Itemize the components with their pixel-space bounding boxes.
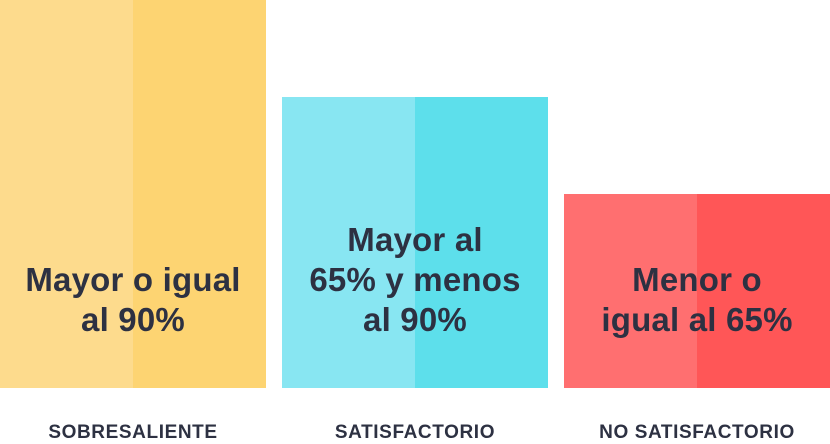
bar-data-label: Mayor o igual al 90% xyxy=(0,260,266,340)
bar-data-label-line: igual al 65% xyxy=(601,301,793,338)
category-label: NO SATISFACTORIO xyxy=(599,422,795,443)
bar-sobresaliente: Mayor o igual al 90% xyxy=(0,0,266,388)
bar-satisfactorio: Mayor al 65% y menos al 90% xyxy=(282,97,548,388)
bar-data-label-line: 65% y menos xyxy=(309,261,521,298)
bar-left-half xyxy=(0,0,133,388)
bar-data-label: Mayor al 65% y menos al 90% xyxy=(282,220,548,340)
bar-no-satisfactorio: Menor o igual al 65% xyxy=(564,194,830,388)
bar-data-label-line: Mayor o igual xyxy=(25,261,241,298)
bar-data-label-line: al 90% xyxy=(81,301,185,338)
category-label: SOBRESALIENTE xyxy=(48,422,218,443)
category-label: SATISFACTORIO xyxy=(334,422,496,443)
bar-right-half xyxy=(133,0,266,388)
bar-data-label-line: Menor o xyxy=(632,261,762,298)
bar-right-half xyxy=(415,97,548,388)
bar-right-half xyxy=(697,194,830,388)
bar-left-half xyxy=(564,194,697,388)
bar-data-label: Menor o igual al 65% xyxy=(564,260,830,340)
bar-left-half xyxy=(282,97,415,388)
bar-data-label-line: Mayor al xyxy=(347,221,483,258)
bar-data-label-line: al 90% xyxy=(363,301,467,338)
